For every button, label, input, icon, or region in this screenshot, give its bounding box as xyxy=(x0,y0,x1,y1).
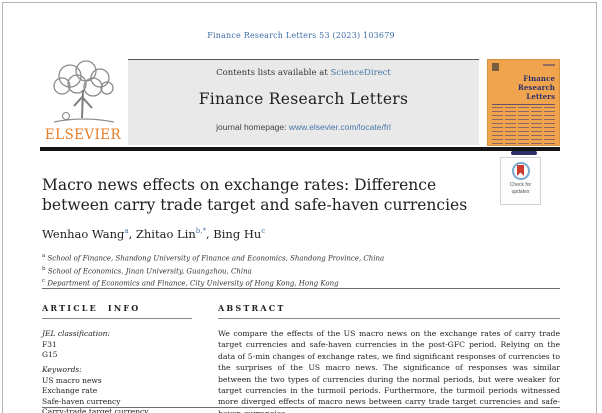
cover-title: Finance Research Letters xyxy=(517,74,555,101)
abstract-rule xyxy=(218,318,560,320)
affiliation: c Department of Economics and Finance, C… xyxy=(42,278,339,288)
journal-citation-link[interactable]: Finance Research Letters 53 (2023) 10367… xyxy=(207,31,395,40)
cover-issue-info xyxy=(543,64,555,66)
elsevier-tree-icon xyxy=(53,60,115,123)
crossmark-icon xyxy=(511,162,530,180)
homepage-url-link[interactable]: www.elsevier.com/locate/frl xyxy=(288,122,391,132)
author-list: Wenhao Wanga, Zhitao Linb,*, Bing Huc xyxy=(42,227,265,241)
author-affiliation-link[interactable]: a xyxy=(124,227,129,236)
article-info-column: JEL classification: F31 G15 Keywords: US… xyxy=(42,329,207,413)
sciencedirect-link[interactable]: ScienceDirect xyxy=(330,68,391,78)
contents-line: Contents lists available at ScienceDirec… xyxy=(128,68,479,78)
keyword: Safe-haven currency xyxy=(42,396,121,406)
jel-code: F31 xyxy=(42,339,57,349)
elsevier-wordmark: ELSEVIER xyxy=(44,127,122,143)
cover-publisher-mark xyxy=(510,151,537,156)
journal-cover-thumbnail[interactable]: Finance Research Letters xyxy=(487,59,560,156)
keyword: US macro news xyxy=(42,375,102,385)
cover-footer xyxy=(492,151,555,156)
jel-code: G15 xyxy=(42,350,58,360)
author-affiliation-link[interactable]: c xyxy=(261,227,266,236)
author: Wenhao Wanga, xyxy=(42,227,136,241)
article-info-heading: ARTICLE INFO xyxy=(42,303,141,313)
author-affiliation-link[interactable]: b,* xyxy=(195,227,206,236)
crossmark-badge[interactable]: Check for updates xyxy=(500,157,541,205)
abstract-text: We compare the effects of the US macro n… xyxy=(218,329,560,413)
elsevier-logo: ELSEVIER xyxy=(40,60,126,146)
author: Zhitao Linb,*, xyxy=(135,227,214,241)
bottom-divider xyxy=(42,407,560,409)
homepage-prefix: journal homepage: xyxy=(216,122,287,132)
keywords-label: Keywords: xyxy=(42,364,82,374)
article-info-rule xyxy=(42,318,192,320)
affiliation: a School of Finance, Shandong University… xyxy=(42,253,385,263)
journal-title: Finance Research Letters xyxy=(198,90,409,108)
ribbon-icon xyxy=(517,165,524,176)
section-divider xyxy=(42,288,560,290)
journal-header-box: Contents lists available at ScienceDirec… xyxy=(128,59,479,145)
contents-prefix: Contents lists available at xyxy=(216,68,328,78)
header-divider-bar xyxy=(40,147,560,151)
article-title: Macro news effects on exchange rates: Di… xyxy=(42,176,468,215)
crossmark-label: Check for updates xyxy=(509,182,532,195)
cover-text-lines xyxy=(492,107,555,150)
keyword: Carry-trade target currency xyxy=(42,407,149,413)
affiliation: b School of Economics, Jinan University,… xyxy=(42,265,252,275)
homepage-line: journal homepage: www.elsevier.com/locat… xyxy=(128,122,479,132)
affiliation-list: a School of Finance, Shandong University… xyxy=(42,252,384,290)
abstract-heading: ABSTRACT xyxy=(218,303,286,313)
jel-label: JEL classification: xyxy=(42,329,110,338)
keyword: Exchange rate xyxy=(42,386,98,396)
author: Bing Huc xyxy=(213,227,266,241)
cover-mini-logo xyxy=(492,63,499,71)
cover-divider xyxy=(492,104,555,106)
